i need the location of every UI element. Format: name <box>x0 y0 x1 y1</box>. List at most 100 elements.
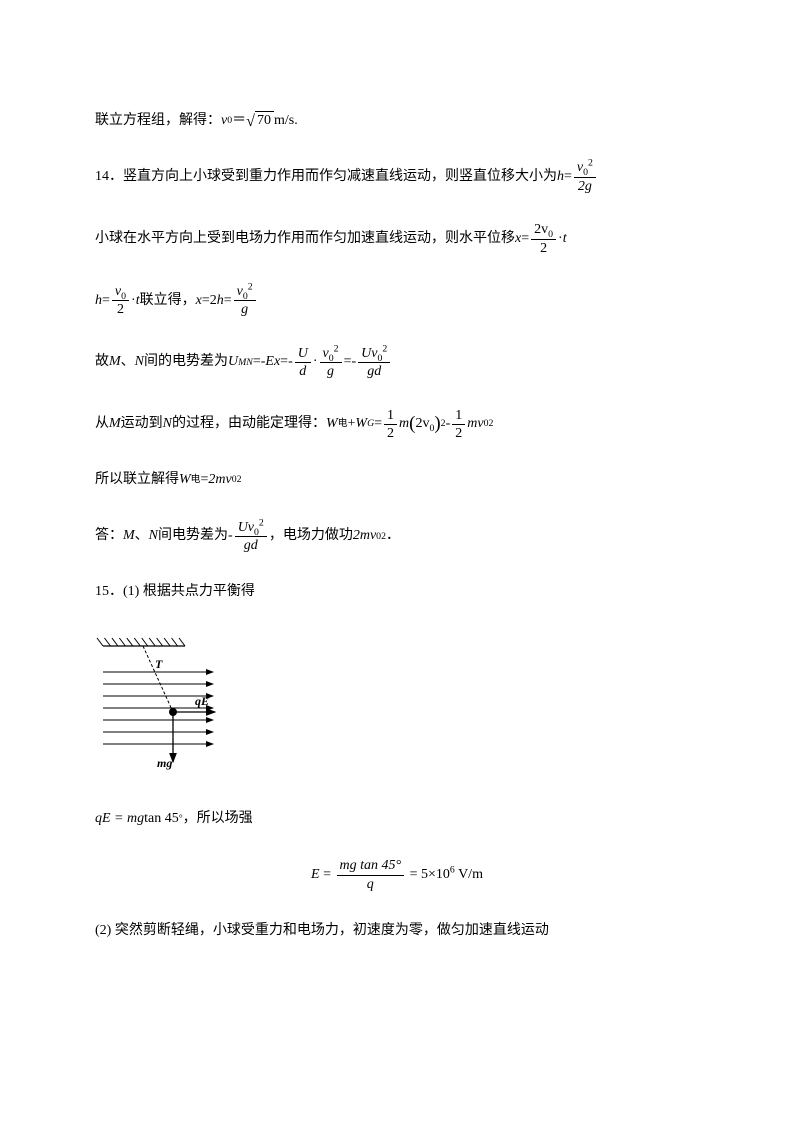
eq2: =2 <box>202 290 217 312</box>
v0: v <box>477 413 483 435</box>
denominator: q <box>337 876 405 892</box>
numerator: mg tan 45° <box>337 858 405 875</box>
paragraph-1: 联立方程组，解得： v0 ＝ √70 m/s. <box>95 110 699 132</box>
val: 2mv <box>208 469 231 491</box>
tv: 2v <box>415 416 429 431</box>
numerator: v02 <box>320 346 342 363</box>
fraction: mg tan 45° q <box>337 858 405 892</box>
sub: 0 <box>254 526 259 537</box>
denominator: 2 <box>452 425 465 441</box>
text: 从 <box>95 413 109 435</box>
numerator: v02 <box>234 284 256 301</box>
denominator: gd <box>358 363 390 379</box>
numerator: 1 <box>384 408 397 425</box>
denominator: d <box>295 363 311 379</box>
Ex: Ex <box>265 351 280 373</box>
var-h: h <box>557 166 564 188</box>
paragraph-2: 14．竖直方向上小球受到重力作用而作匀减速直线运动，则竖直位移大小为 h = v… <box>95 160 699 194</box>
text: 14．竖直方向上小球受到重力作用而作匀减速直线运动，则竖直位移大小为 <box>95 166 557 188</box>
W1: W <box>326 413 338 435</box>
text: 小球在水平方向上受到电场力作用而作匀加速直线运动，则水平位移 <box>95 228 515 250</box>
eq: = <box>323 867 334 882</box>
val: 2mv <box>353 525 376 547</box>
denominator: 2 <box>112 301 129 317</box>
denominator: 2 <box>531 240 556 256</box>
eq: = <box>521 228 529 250</box>
fraction: v02 2g <box>574 160 596 194</box>
W: W <box>179 469 191 491</box>
N: N <box>135 351 144 373</box>
unit: m/s. <box>274 110 298 132</box>
fraction: Uv02 gd <box>235 520 267 554</box>
sep: 、 <box>135 525 149 547</box>
eq: = <box>102 290 110 312</box>
text3: ，电场力做功 <box>269 525 353 547</box>
minus: - <box>446 413 451 435</box>
denominator: g <box>234 301 256 317</box>
svg-text:qE: qE <box>195 694 209 708</box>
sup: 2 <box>259 517 264 528</box>
text2: 间的电势差为 <box>144 351 228 373</box>
text: 所以联立解得 <box>95 469 179 491</box>
numerator: 2v0 <box>531 222 556 239</box>
radical-sign: √ <box>246 114 255 130</box>
sub: 0 <box>548 229 553 240</box>
var-h2: h <box>217 290 224 312</box>
num-text: 2v <box>534 222 548 237</box>
text: 联立得， <box>140 290 196 312</box>
body: =- <box>253 351 266 373</box>
half-2: 1 2 <box>452 408 465 442</box>
sub: 0 <box>243 291 248 302</box>
svg-text:T: T <box>155 657 163 671</box>
var-h: h <box>95 290 102 312</box>
dot: · <box>313 351 318 373</box>
eq: ＝ <box>232 110 246 132</box>
denominator: gd <box>235 537 267 553</box>
frac-3: Uv02 gd <box>358 346 390 380</box>
force-diagram-svg: TqE mg <box>95 632 245 782</box>
fraction: 2v0 2 <box>531 222 556 256</box>
2v0: 2v0 <box>415 413 434 435</box>
U: U <box>228 351 238 373</box>
paragraph-8: 答： M 、 N 间电势差为- Uv02 gd ，电场力做功 2mv02 ． <box>95 520 699 554</box>
text2: 间电势差为- <box>158 525 233 547</box>
paragraph-12: (2) 突然剪断轻绳，小球受重力和电场力，初速度为零，做匀加速直线运动 <box>95 920 699 942</box>
page: 联立方程组，解得： v0 ＝ √70 m/s. 14．竖直方向上小球受到重力作用… <box>0 0 794 1123</box>
var-t: t <box>563 228 567 250</box>
Uv: Uv <box>238 520 254 535</box>
paragraph-4: h = v0 2 · t 联立得， x =2 h = v02 g <box>95 284 699 318</box>
paragraph-6: 从 M 运动到 N 的过程，由动能定理得： W电 + WG = 1 2 m ( … <box>95 408 699 442</box>
sub: 0 <box>377 353 382 364</box>
paragraph-11: E = mg tan 45° q = 5×106 V/m <box>95 858 699 892</box>
numerator: Uv02 <box>235 520 267 537</box>
eq2: =- <box>280 351 293 373</box>
numerator: v0 <box>112 284 129 301</box>
paragraph-3: 小球在水平方向上受到电场力作用而作匀加速直线运动，则水平位移 x = 2v0 2… <box>95 222 699 256</box>
expr: qE = mg <box>95 808 144 830</box>
text2: 运动到 <box>121 413 163 435</box>
eq2: = 5×10 <box>410 867 450 882</box>
plus: + <box>347 413 355 435</box>
unit: V/m <box>458 867 483 882</box>
paragraph-7: 所以联立解得 W电 = 2mv02 <box>95 469 699 491</box>
sqrt-arg: 70 <box>255 111 274 128</box>
text: 15．(1) 根据共点力平衡得 <box>95 584 255 599</box>
svg-text:mg: mg <box>157 756 172 770</box>
N: N <box>163 413 172 435</box>
text3: 的过程，由动能定理得： <box>172 413 326 435</box>
sup: 2 <box>382 343 387 354</box>
text: (2) 突然剪断轻绳，小球受重力和电场力，初速度为零，做匀加速直线运动 <box>95 923 549 938</box>
denominator: 2g <box>574 178 596 194</box>
numerator: U <box>295 346 311 363</box>
denominator: 2 <box>384 425 397 441</box>
half-1: 1 2 <box>384 408 397 442</box>
M: M <box>123 525 135 547</box>
sup: 2 <box>334 343 339 354</box>
eq: = <box>564 166 572 188</box>
fraction-2: v02 g <box>234 284 256 318</box>
eq: = <box>200 469 208 491</box>
sup: 2 <box>248 281 253 292</box>
sub: 0 <box>329 353 334 364</box>
force-diagram: TqE mg <box>95 632 699 782</box>
paragraph-9: 15．(1) 根据共点力平衡得 <box>95 581 699 603</box>
